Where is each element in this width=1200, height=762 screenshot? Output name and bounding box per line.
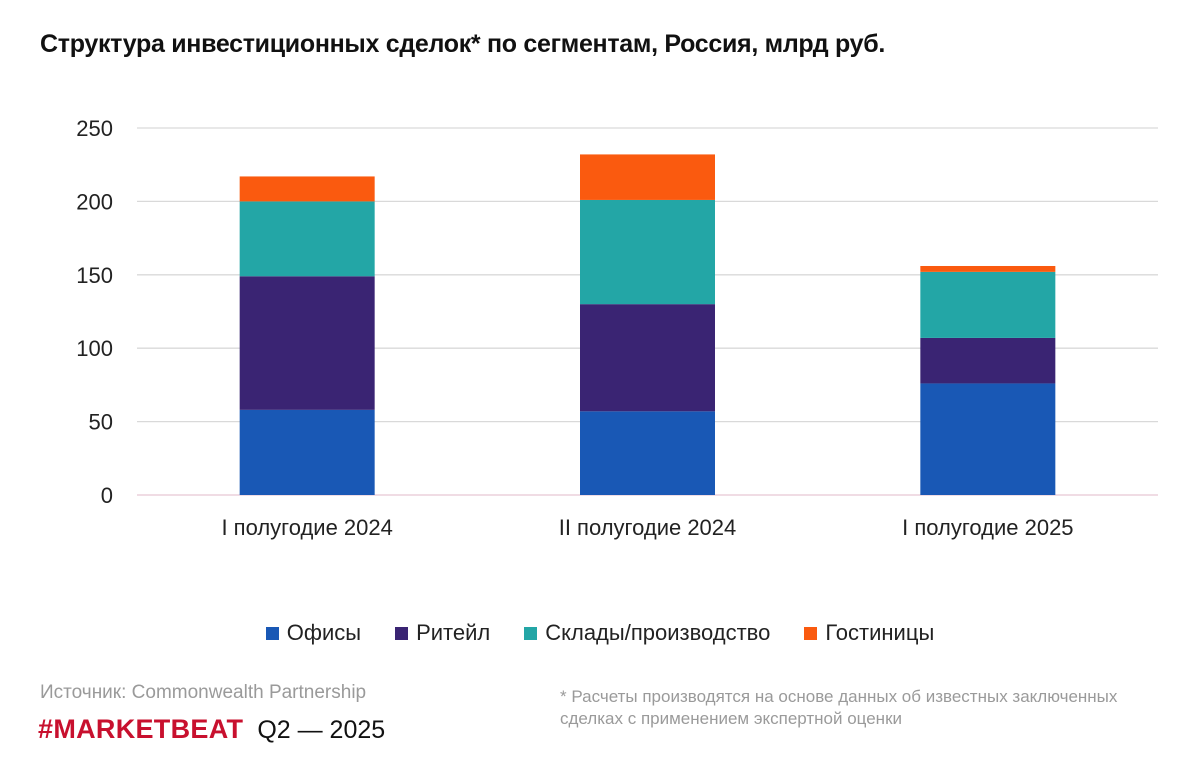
bar-segment-3-2	[580, 199, 715, 305]
legend-label: Офисы	[286, 620, 362, 645]
bar-segment-2-1	[239, 276, 375, 410]
legend-item: Офисы	[265, 620, 362, 646]
bar-segment-1-3	[920, 383, 1056, 495]
marketbeat-logo: #MARKETBEAT	[38, 714, 244, 744]
source-note: Источник: Commonwealth Partnership	[40, 682, 367, 703]
bar-segment-4-2	[580, 154, 715, 200]
bar-segment-1-1	[239, 409, 375, 495]
bar-segment-1-2	[580, 411, 715, 495]
legend-item: Ритейл	[395, 620, 490, 646]
legend-label: Склады/производство	[545, 620, 771, 645]
x-axis: I полугодие 2024 II полугодие 2024 I полуг…	[221, 515, 1073, 540]
legend-swatch	[524, 626, 538, 640]
legend-label: Ритейл	[416, 620, 491, 645]
y-tick-label: 250	[76, 116, 113, 141]
legend-swatch	[265, 626, 279, 640]
x-category-label: I полугодие 2025	[902, 515, 1073, 540]
legend-label: Гостиницы	[825, 620, 935, 645]
x-category-label: II полугодие 2024	[559, 515, 737, 540]
bars	[239, 154, 1056, 495]
legend: Офисы Ритейл Склады/производство Гостиницы	[0, 620, 1200, 646]
bar-segment-3-1	[239, 201, 375, 277]
footnote: * Расчеты производятся на основе данных …	[560, 687, 1118, 728]
bar-segment-4-3	[920, 265, 1056, 272]
legend-swatch	[395, 626, 409, 640]
y-tick-label: 150	[76, 263, 113, 288]
y-tick-label: 200	[76, 189, 113, 214]
y-tick-label: 100	[76, 336, 113, 361]
report-period: Q2 — 2025	[257, 716, 386, 744]
bar-segment-4-1	[239, 176, 375, 202]
y-tick-label: 50	[89, 410, 113, 435]
x-category-label: I полугодие 2024	[221, 515, 392, 540]
legend-item: Гостиницы	[804, 620, 934, 646]
chart-title: Структура инвестиционных сделок* по сегм…	[40, 30, 885, 58]
chart-plot: 0 50 100 150 200 250 I полугодие 2024 II полуг…	[76, 116, 1158, 540]
y-tick-label: 0	[101, 483, 113, 508]
legend-item: Склады/производство	[524, 620, 770, 646]
bar-segment-2-2	[580, 304, 715, 412]
legend-swatch	[804, 626, 818, 640]
bar-segment-3-3	[920, 271, 1056, 338]
y-axis: 0 50 100 150 200 250	[76, 116, 113, 508]
brand-line: #MARKETBEAT Q2 — 2025	[38, 714, 385, 745]
bar-segment-2-3	[920, 337, 1056, 384]
